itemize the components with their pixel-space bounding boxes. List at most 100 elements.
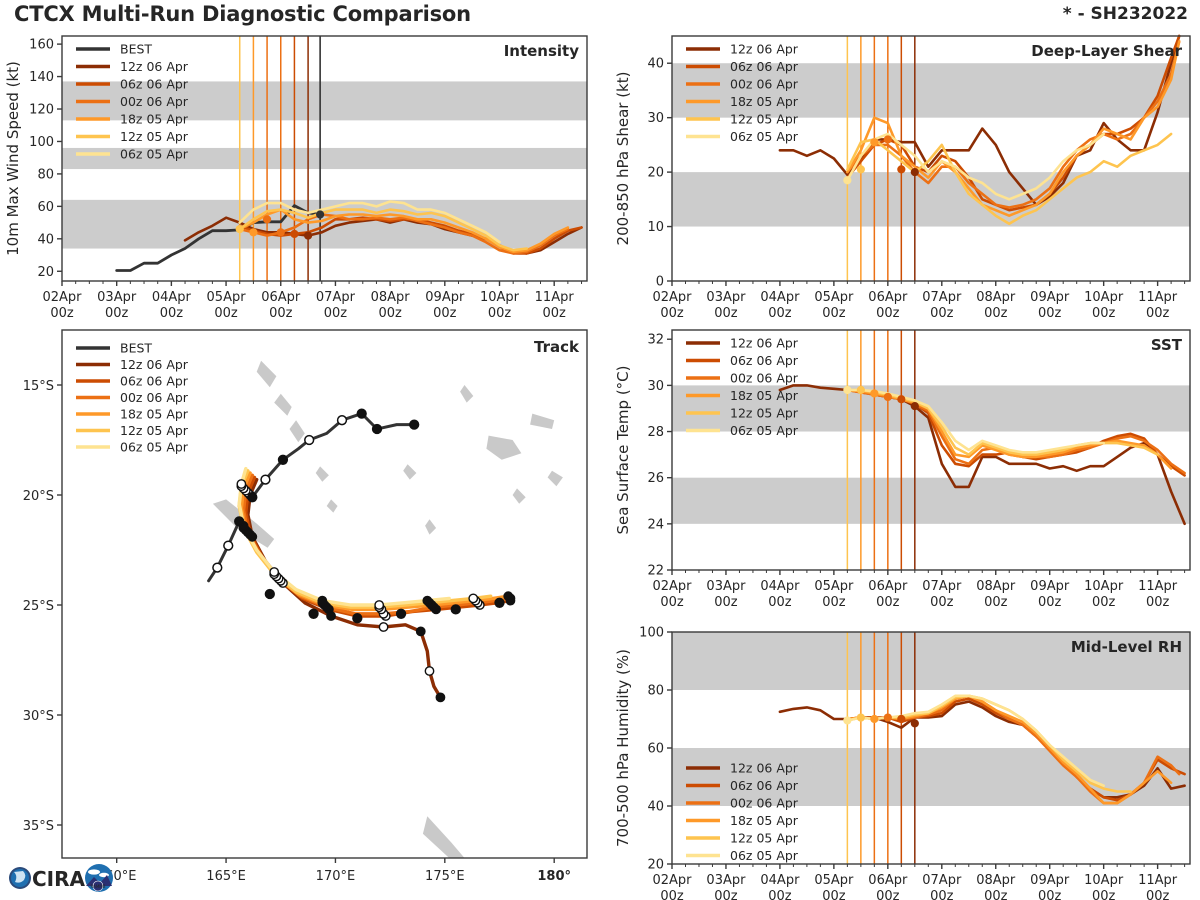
x-tick-label: 03Apr xyxy=(97,290,137,305)
x-tick-label: 08Apr xyxy=(976,579,1016,594)
init-marker xyxy=(897,395,906,404)
panel-title: Mid-Level RH xyxy=(1071,638,1182,656)
best-position-marker xyxy=(234,516,245,527)
coastline-polygon xyxy=(425,519,437,535)
legend-label: 06z 06 Apr xyxy=(730,59,799,74)
init-marker xyxy=(316,210,325,219)
map-y-tick-label: 25°S xyxy=(23,599,54,614)
x-tick-sublabel: 00z xyxy=(488,306,512,321)
x-tick-sublabel: 00z xyxy=(1146,889,1170,900)
init-marker xyxy=(910,402,919,411)
legend-label: 06z 06 Apr xyxy=(120,374,189,389)
map-x-tick-label: 170°E xyxy=(316,869,356,884)
series-06z-05-apr xyxy=(846,132,1105,201)
legend-label: 18z 05 Apr xyxy=(730,388,799,403)
y-tick-label: 40 xyxy=(647,57,664,72)
y-tick-label: 22 xyxy=(647,564,664,579)
y-tick-label: 40 xyxy=(37,232,54,247)
legend-label: 12z 05 Apr xyxy=(730,831,799,846)
legend-label: 12z 06 Apr xyxy=(120,357,189,372)
legend-label: 12z 05 Apr xyxy=(120,129,189,144)
x-tick-sublabel: 00z xyxy=(984,306,1008,321)
x-tick-sublabel: 00z xyxy=(876,889,900,900)
y-tick-label: 0 xyxy=(656,275,664,290)
y-tick-label: 80 xyxy=(647,684,664,699)
init-marker xyxy=(883,392,892,402)
x-tick-sublabel: 00z xyxy=(660,889,684,900)
legend-label: 12z 05 Apr xyxy=(730,406,799,421)
y-tick-label: 40 xyxy=(647,800,664,815)
track-06z-05-apr xyxy=(237,466,451,607)
series-06z-06-apr xyxy=(846,34,1181,212)
x-tick-sublabel: 00z xyxy=(822,595,846,610)
x-tick-sublabel: 00z xyxy=(1038,595,1062,610)
x-tick-label: 07Apr xyxy=(922,579,962,594)
x-tick-label: 06Apr xyxy=(868,873,908,888)
coastline-polygon xyxy=(274,393,292,416)
coastline-polygon xyxy=(289,420,305,443)
x-tick-label: 07Apr xyxy=(922,873,962,888)
x-tick-label: 08Apr xyxy=(976,873,1016,888)
best-position-marker xyxy=(212,562,223,573)
x-tick-sublabel: 00z xyxy=(822,889,846,900)
x-tick-label: 08Apr xyxy=(371,290,411,305)
best-position-marker xyxy=(308,608,319,619)
plot-area-sst[interactable] xyxy=(672,330,1190,570)
plot-area-track[interactable] xyxy=(62,330,587,858)
init-marker xyxy=(870,138,879,147)
y-tick-label: 80 xyxy=(37,167,54,182)
map-x-tick-label: 165°E xyxy=(206,869,246,884)
x-tick-sublabel: 00z xyxy=(768,595,792,610)
x-tick-label: 05Apr xyxy=(814,579,854,594)
track-panel-frame xyxy=(61,329,588,859)
coastline-polygon xyxy=(256,360,277,388)
x-tick-label: 11Apr xyxy=(535,290,575,305)
legend-label: 12z 06 Apr xyxy=(730,761,799,776)
legend-label: 18z 05 Apr xyxy=(120,407,189,422)
y-tick-label: 20 xyxy=(647,858,664,873)
x-tick-label: 09Apr xyxy=(1030,579,1070,594)
x-tick-sublabel: 00z xyxy=(1092,889,1116,900)
x-tick-label: 04Apr xyxy=(760,290,800,305)
best-position-marker xyxy=(395,608,407,619)
plot-area-deep-layer-shear[interactable] xyxy=(672,36,1190,281)
x-tick-sublabel: 00z xyxy=(714,889,738,900)
plot-area-mid-level-rh[interactable] xyxy=(672,632,1190,864)
y-tick-label: 120 xyxy=(29,103,54,118)
x-tick-sublabel: 00z xyxy=(214,306,238,321)
track-panel-title: Track xyxy=(534,338,580,356)
x-tick-sublabel: 00z xyxy=(768,889,792,900)
map-x-tick-label: 175°E xyxy=(425,869,465,884)
x-tick-label: 11Apr xyxy=(1138,579,1178,594)
y-axis-title: 200-850 hPa Shear (kt) xyxy=(614,72,632,246)
map-y-tick-label: 30°S xyxy=(23,709,54,724)
legend-label: 06z 06 Apr xyxy=(730,778,799,793)
init-marker xyxy=(910,168,919,177)
panel-title: Deep-Layer Shear xyxy=(1031,42,1182,60)
x-tick-label: 10Apr xyxy=(1084,579,1124,594)
storm-id-label: * - SH232022 xyxy=(1062,4,1188,24)
x-tick-label: 03Apr xyxy=(706,290,746,305)
map-x-tick-label: 180° xyxy=(537,869,571,884)
best-position-marker xyxy=(264,588,275,600)
legend-label: 06z 05 Apr xyxy=(120,147,189,162)
plot-area-intensity[interactable] xyxy=(62,36,587,281)
init-marker xyxy=(235,224,244,234)
x-tick-label: 09Apr xyxy=(1030,290,1070,305)
init-marker xyxy=(262,215,272,224)
best-position-marker xyxy=(304,434,315,446)
x-tick-label: 06Apr xyxy=(868,290,908,305)
series-06z-05-apr xyxy=(238,200,501,244)
series-18z-05-apr xyxy=(846,40,1181,217)
x-tick-label: 08Apr xyxy=(976,290,1016,305)
legend-label: BEST xyxy=(120,341,152,356)
x-tick-sublabel: 00z xyxy=(876,306,900,321)
legend-label: 12z 06 Apr xyxy=(120,59,189,74)
init-marker xyxy=(870,389,879,398)
track-position-marker xyxy=(378,622,389,632)
init-marker xyxy=(303,231,313,240)
track-position-marker xyxy=(503,591,514,602)
x-tick-label: 11Apr xyxy=(1138,290,1178,305)
cira-logo: CIRA RAMMB xyxy=(9,864,113,892)
